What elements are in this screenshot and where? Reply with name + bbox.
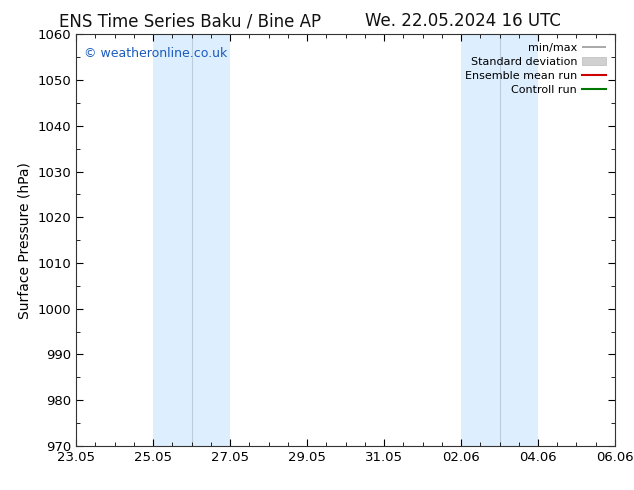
Bar xyxy=(461,34,538,446)
Y-axis label: Surface Pressure (hPa): Surface Pressure (hPa) xyxy=(18,162,32,318)
Text: We. 22.05.2024 16 UTC: We. 22.05.2024 16 UTC xyxy=(365,12,560,30)
Bar xyxy=(153,34,230,446)
Text: ENS Time Series Baku / Bine AP: ENS Time Series Baku / Bine AP xyxy=(59,12,321,30)
Legend: min/max, Standard deviation, Ensemble mean run, Controll run: min/max, Standard deviation, Ensemble me… xyxy=(462,40,609,98)
Text: © weatheronline.co.uk: © weatheronline.co.uk xyxy=(84,47,228,60)
